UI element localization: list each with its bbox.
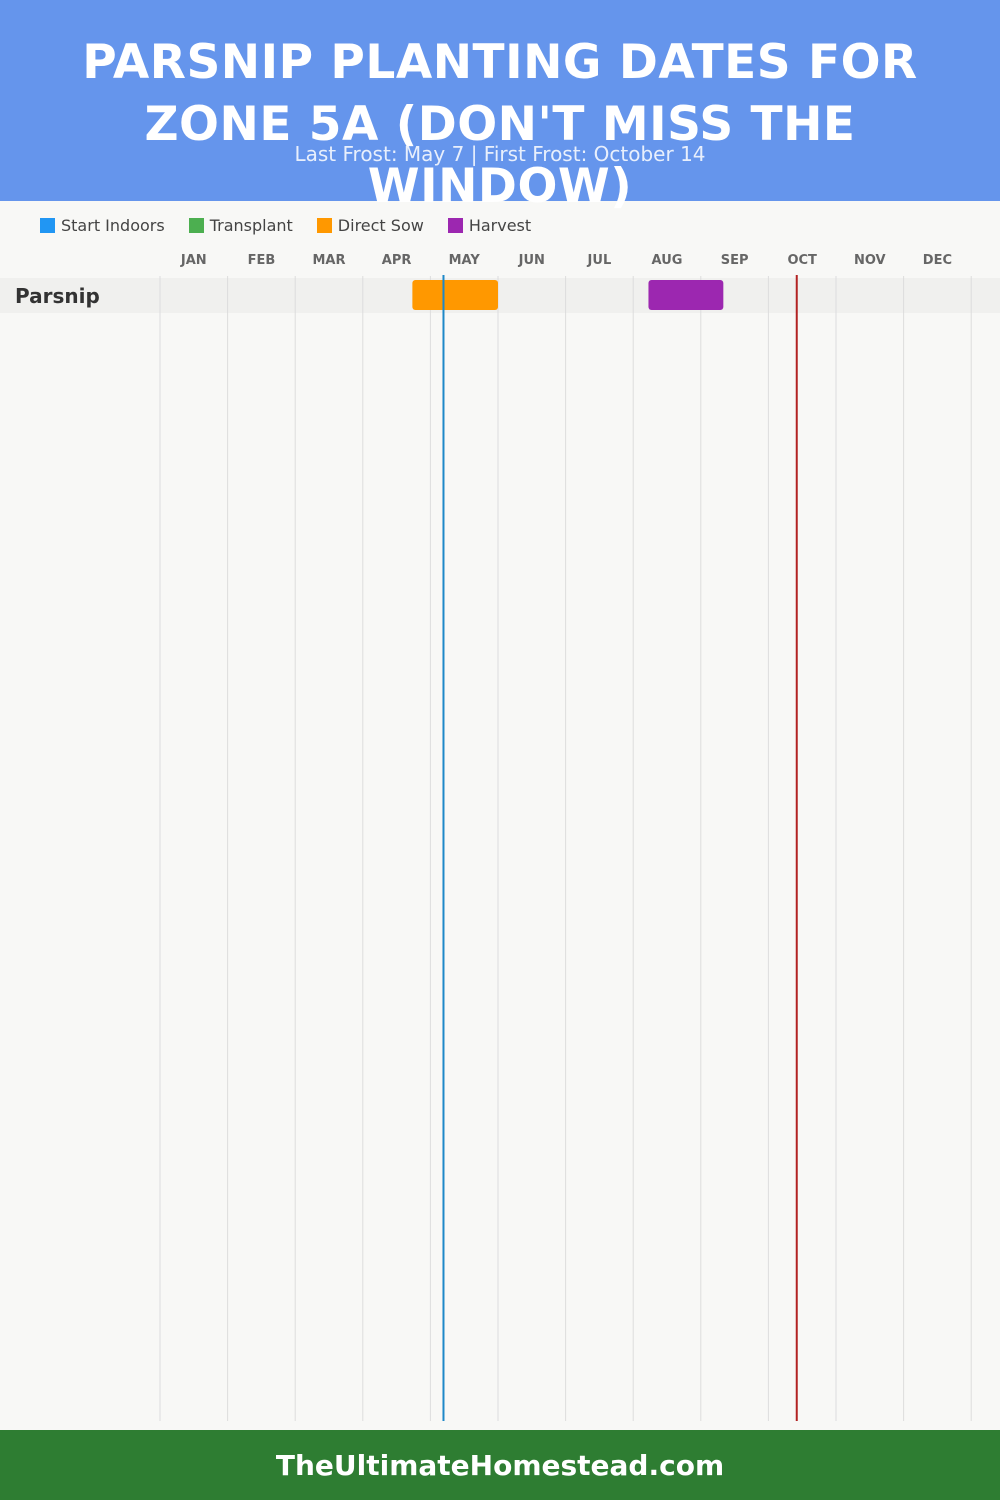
month-tick-label: NOV [854,253,886,268]
legend-swatch-direct-sow [316,217,332,233]
legend-label: Transplant [209,215,293,235]
month-tick-label: MAY [449,253,481,268]
legend-swatch-start-indoors [40,217,55,233]
legend-item-transplant: Transplant [188,215,293,235]
month-tick-label: SEP [721,253,749,268]
legend-label: Start Indoors [61,215,165,235]
month-tick-label: JAN [180,253,207,268]
legend-swatch-harvest [447,217,463,233]
frost-dates-subtitle: Last Frost: May 7 | First Frost: October… [294,142,706,166]
legend-item-direct-sow: Direct Sow [316,215,424,235]
site-credit: TheUltimateHomestead.com [275,1448,725,1482]
chart-legend: Start Indoors Transplant Direct Sow Harv… [40,214,531,236]
month-tick-label: APR [382,253,412,268]
page-title: PARSNIP PLANTING DATES FOR ZONE 5A (DON'… [82,35,918,214]
month-tick-label: DEC [923,253,952,268]
legend-swatch-transplant [188,217,204,233]
footer-banner: TheUltimateHomestead.com [0,1430,1000,1500]
legend-item-start-indoors: Start Indoors [40,216,165,235]
month-tick-label: JUN [518,253,545,268]
month-tick-label: MAR [312,253,345,268]
row-band [0,278,1000,313]
month-tick-label: JUL [587,253,612,268]
month-tick-label: OCT [787,253,817,268]
legend-label: Harvest [468,215,532,235]
month-tick-label: AUG [652,253,683,268]
planting-calendar-chart: JAN FEB MAR APR MAY JUN JUL AUG SEP OCT NOV DEC Pars… [0,253,1000,1421]
legend-label: Direct Sow [337,215,424,235]
direct-sow-bar [412,280,498,310]
harvest-bar [648,280,724,310]
legend-item-harvest: Harvest [447,215,532,235]
header-banner: PARSNIP PLANTING DATES FOR ZONE 5A (DON'… [0,0,1000,214]
crop-label: Parsnip [15,284,100,308]
month-tick-label: FEB [248,253,276,268]
